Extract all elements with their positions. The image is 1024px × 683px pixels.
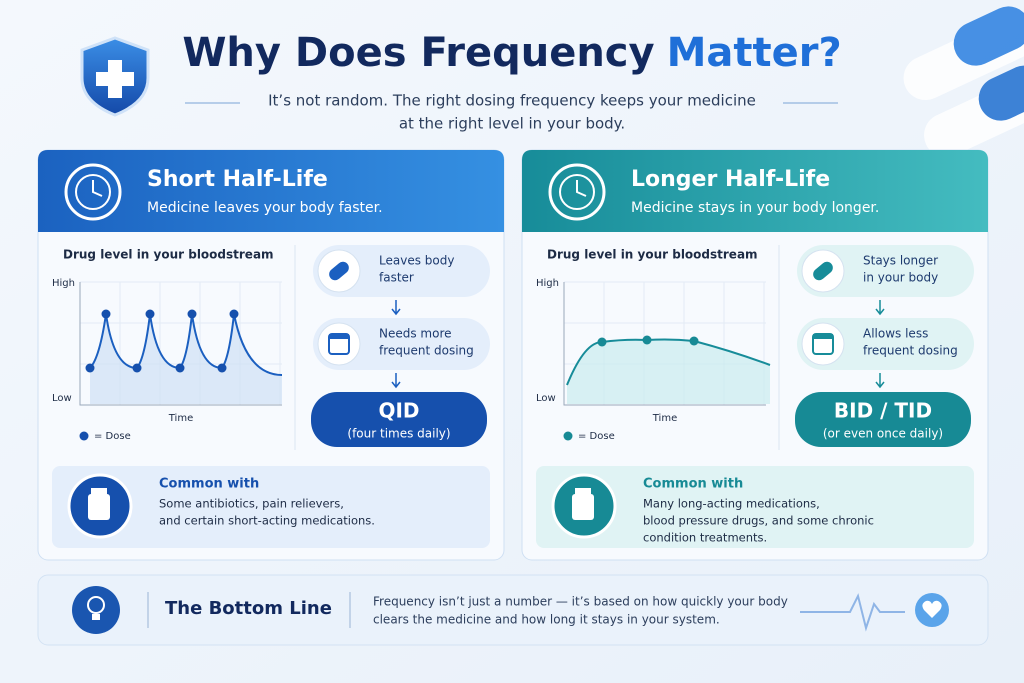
result-detail: (four times daily) bbox=[347, 427, 450, 441]
result-box bbox=[795, 392, 971, 447]
bottle-cap bbox=[91, 488, 107, 494]
axis-low: Low bbox=[52, 393, 72, 404]
common-title: Common with bbox=[643, 477, 743, 492]
pill-icon bbox=[813, 261, 833, 281]
bottle-icon bbox=[572, 494, 594, 520]
dose-dot bbox=[175, 363, 185, 373]
step-arrow bbox=[875, 373, 885, 389]
bottom-text: Frequency isn’t just a number — it’s bas… bbox=[373, 595, 788, 609]
dose-dot bbox=[132, 363, 142, 373]
chart-label: Drug level in your bloodstream bbox=[547, 248, 758, 262]
legend-dot bbox=[79, 431, 89, 441]
common-text: condition treatments. bbox=[643, 531, 767, 545]
dose-dot bbox=[229, 309, 239, 319]
bottom-title: The Bottom Line bbox=[165, 598, 332, 619]
step-text: frequent dosing bbox=[863, 344, 958, 358]
step-text: Allows less bbox=[863, 327, 928, 341]
title: Why Does Frequency Matter? bbox=[182, 30, 841, 76]
panel-header bbox=[522, 150, 988, 232]
calendar-top bbox=[813, 334, 833, 339]
step-box bbox=[797, 318, 974, 370]
common-text: Many long-acting medications, bbox=[643, 497, 820, 511]
panel: Longer Half-Life Medicine stays in your b… bbox=[521, 149, 989, 561]
axes bbox=[79, 282, 282, 406]
dose-dot bbox=[187, 309, 197, 319]
legend-text: = Dose bbox=[94, 431, 131, 442]
bottom-text: clears the medicine and how long it stay… bbox=[373, 613, 720, 627]
axis-high: High bbox=[536, 278, 559, 289]
clock-hands bbox=[92, 180, 103, 197]
step-box bbox=[797, 245, 974, 297]
result-label: BID / TID bbox=[834, 399, 932, 423]
panel-subtitle: Medicine stays in your body longer. bbox=[631, 200, 879, 216]
step-box bbox=[313, 318, 490, 370]
step-arrow bbox=[875, 300, 885, 316]
step-icon bbox=[317, 322, 361, 366]
step-text: in your body bbox=[863, 271, 938, 285]
step-box bbox=[313, 245, 490, 297]
dose-dot bbox=[101, 309, 111, 319]
panel-title: Longer Half-Life bbox=[631, 167, 830, 192]
subtitle: at the right level in your body. bbox=[399, 115, 625, 133]
step-text: faster bbox=[379, 271, 414, 285]
dose-dot bbox=[597, 337, 607, 347]
capsules bbox=[903, 6, 1024, 158]
step-text: Stays longer bbox=[863, 254, 938, 268]
result-box bbox=[311, 392, 487, 447]
axis-time: Time bbox=[652, 413, 677, 424]
dose-dot bbox=[642, 335, 652, 345]
common-title: Common with bbox=[159, 477, 259, 492]
clock-hands bbox=[576, 180, 587, 197]
dose-dot bbox=[689, 336, 699, 346]
chart-label: Drug level in your bloodstream bbox=[63, 248, 274, 262]
common-box bbox=[52, 466, 490, 548]
step-text: Needs more bbox=[379, 327, 452, 341]
legend-dot bbox=[563, 431, 573, 441]
panel: Short Half-Life Medicine leaves your body… bbox=[37, 149, 505, 561]
panel-subtitle: Medicine leaves your body faster. bbox=[147, 200, 383, 216]
curve-area bbox=[90, 314, 282, 404]
common-text: and certain short-acting medications. bbox=[159, 514, 375, 528]
step-arrow bbox=[391, 373, 401, 389]
common-text: blood pressure drugs, and some chronic bbox=[643, 514, 874, 528]
common-box bbox=[536, 466, 974, 548]
dose-dot bbox=[85, 363, 95, 373]
legend-text: = Dose bbox=[578, 431, 615, 442]
clock-face bbox=[75, 174, 111, 210]
step-text: Leaves body bbox=[379, 254, 454, 268]
step-icon bbox=[801, 322, 845, 366]
result-label: QID bbox=[378, 399, 419, 423]
panel-header bbox=[38, 150, 504, 232]
title-accent: Matter? bbox=[667, 30, 842, 76]
bottom-line: The Bottom Line Frequency isn’t just a n… bbox=[37, 574, 989, 646]
step-arrow bbox=[391, 300, 401, 316]
axis-high: High bbox=[52, 278, 75, 289]
axis-time: Time bbox=[168, 413, 193, 424]
common-text: Some antibiotics, pain relievers, bbox=[159, 497, 344, 511]
clock-icon bbox=[548, 163, 606, 221]
title-part: Why Does Frequency bbox=[182, 30, 654, 76]
subtitle: It’s not random. The right dosing freque… bbox=[268, 92, 756, 110]
dose-dot bbox=[145, 309, 155, 319]
axes bbox=[563, 282, 766, 406]
dose-dot bbox=[217, 363, 227, 373]
result-detail: (or even once daily) bbox=[823, 427, 943, 441]
pill-icon bbox=[329, 261, 349, 281]
clock-face bbox=[559, 174, 595, 210]
panel-title: Short Half-Life bbox=[147, 167, 328, 192]
axis-low: Low bbox=[536, 393, 556, 404]
shield-icon bbox=[80, 36, 150, 117]
bottle-icon bbox=[88, 494, 110, 520]
calendar-top bbox=[329, 334, 349, 339]
curve-area bbox=[567, 339, 770, 404]
step-text: frequent dosing bbox=[379, 344, 474, 358]
clock-icon bbox=[64, 163, 122, 221]
bottle-cap bbox=[575, 488, 591, 494]
